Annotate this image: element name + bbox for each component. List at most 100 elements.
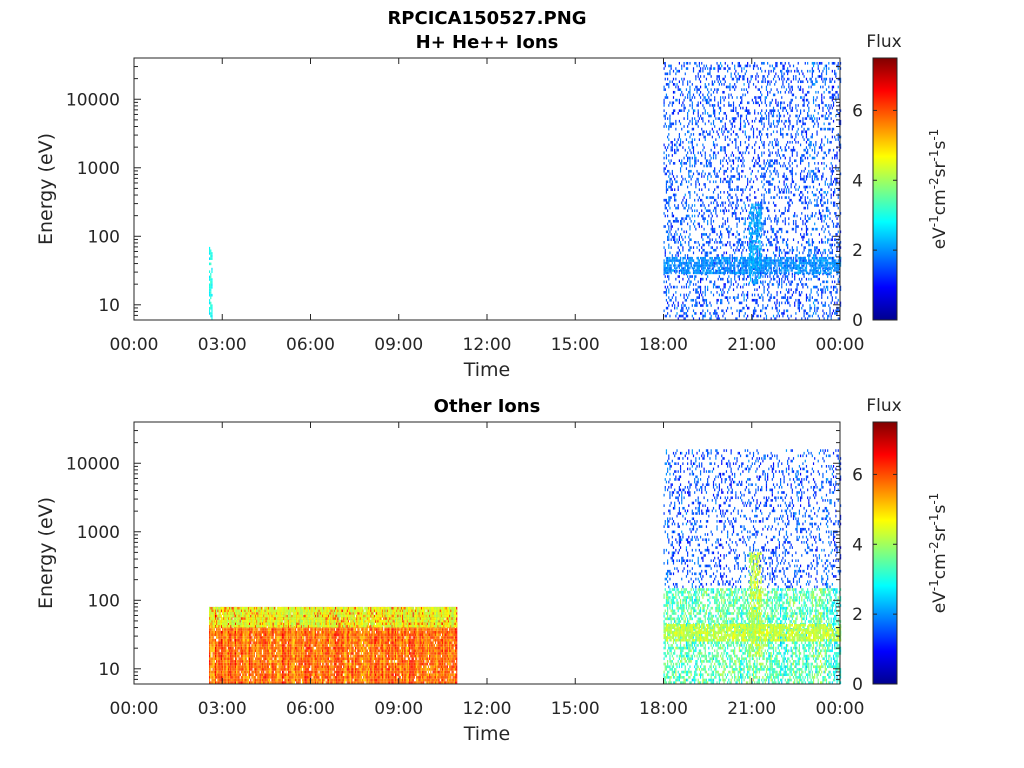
spectrogram-cell [757,263,759,266]
spectrogram-cell [804,61,806,65]
spectrogram-cell [763,230,765,234]
spectrogram-cell [739,261,742,265]
spectrogram-cell [734,243,736,247]
spectrogram-cell [703,266,705,270]
spectrogram-cell [774,261,776,265]
spectrogram-cell [791,251,793,255]
spectrogram-cell [749,265,752,269]
spectrogram-cell [712,230,715,234]
spectrogram-cell [681,159,683,163]
spectrogram-cell [709,256,711,260]
spectrogram-cell [710,93,712,97]
spectrogram-cell [755,98,757,102]
spectrogram-cell [712,312,715,315]
spectrogram-cell [668,225,670,228]
spectrogram-cell [725,127,728,131]
spectrogram-cell [828,122,830,126]
spectrogram-cell [767,275,769,278]
spectrogram-cell [734,209,736,213]
spectrogram-cell [724,148,726,152]
spectrogram-cell [788,291,790,294]
spectrogram-cell [814,172,816,176]
spectrogram-cell [823,269,825,273]
spectrogram-cell [812,259,815,262]
spectrogram-cell [709,98,711,102]
spectrogram-cell [681,262,683,265]
spectrogram-cell [801,154,803,157]
spectrogram-cell [776,222,778,226]
spectrogram-cell [795,159,797,163]
spectrogram-cell [798,119,800,123]
spectrogram-cell [730,93,732,97]
spectrogram-cell [764,188,766,191]
spectrogram-cell [711,264,713,267]
spectrogram-cell [774,169,776,173]
spectrogram-cell [787,69,789,73]
spectrogram-cell [724,317,726,320]
spectrogram-cell [732,77,735,81]
spectrogram-cell [775,259,777,262]
spectrogram-cell [764,101,766,105]
spectrogram-cell [817,90,819,94]
spectrogram-cell [775,61,777,65]
spectrogram-cell [774,209,776,213]
spectrogram-cell [671,304,673,307]
spectrogram-cell [753,278,755,282]
spectrogram-cell [812,180,815,184]
spectrogram-cell [730,175,732,178]
spectrogram-cell [699,85,702,89]
spectrogram-cell [787,264,789,267]
spectrogram-cell [708,114,710,118]
spectrogram-cell [708,235,710,239]
spectrogram-cell [755,234,758,238]
spectrogram-cell [756,135,758,139]
spectrogram-cell [758,164,760,168]
spectrogram-cell [758,119,760,123]
spectrogram-cell [707,209,709,213]
spectrogram-cell [758,232,760,235]
spectrogram-cell [752,309,755,313]
spectrogram-cell [679,162,682,165]
spectrogram-cell [827,267,829,270]
spectrogram-cell [729,271,731,275]
spectrogram-cell [764,98,766,102]
spectrogram-cell [753,252,755,256]
spectrogram-cell [797,69,799,73]
spectrogram-cell [702,69,704,73]
spectrogram-cell [682,259,684,262]
spectrogram-cell [817,269,819,272]
spectrogram-cell [795,222,797,226]
spectrogram-cell [734,271,736,275]
spectrogram-cell [829,183,831,186]
spectrogram-cell [808,256,810,260]
spectrogram-cell [671,143,673,147]
spectrogram-cell [752,216,754,220]
spectrogram-cell [830,177,832,181]
spectrogram-cell [703,146,705,149]
spectrogram-cell [714,309,716,313]
spectrogram-cell [709,180,711,184]
spectrogram-cell [732,256,735,260]
spectrogram-cell [835,259,837,262]
spectrogram-cell [821,148,823,152]
spectrogram-cell [787,301,789,305]
spectrogram-cell [824,135,826,139]
spectrogram-cell [670,196,672,199]
spectrogram-cell [744,227,746,231]
spectrogram-cell [771,164,773,168]
spectrogram-cell [799,162,802,165]
spectrogram-cell [731,85,733,89]
spectrogram-cell [724,125,726,128]
spectrogram-cell [753,260,755,264]
spectrogram-cell [811,238,813,242]
spectrogram-cell [687,280,689,284]
spectrogram-cell [769,104,771,107]
spectrogram-cell [741,256,743,260]
spectrogram-cell [210,644,212,647]
spectrogram-cell [802,88,804,91]
spectrogram-cell [738,75,740,78]
spectrogram-cell [710,317,712,320]
spectrogram-cell [754,312,756,315]
spectrogram-cell [741,169,743,173]
spectrogram-cell [703,261,705,265]
